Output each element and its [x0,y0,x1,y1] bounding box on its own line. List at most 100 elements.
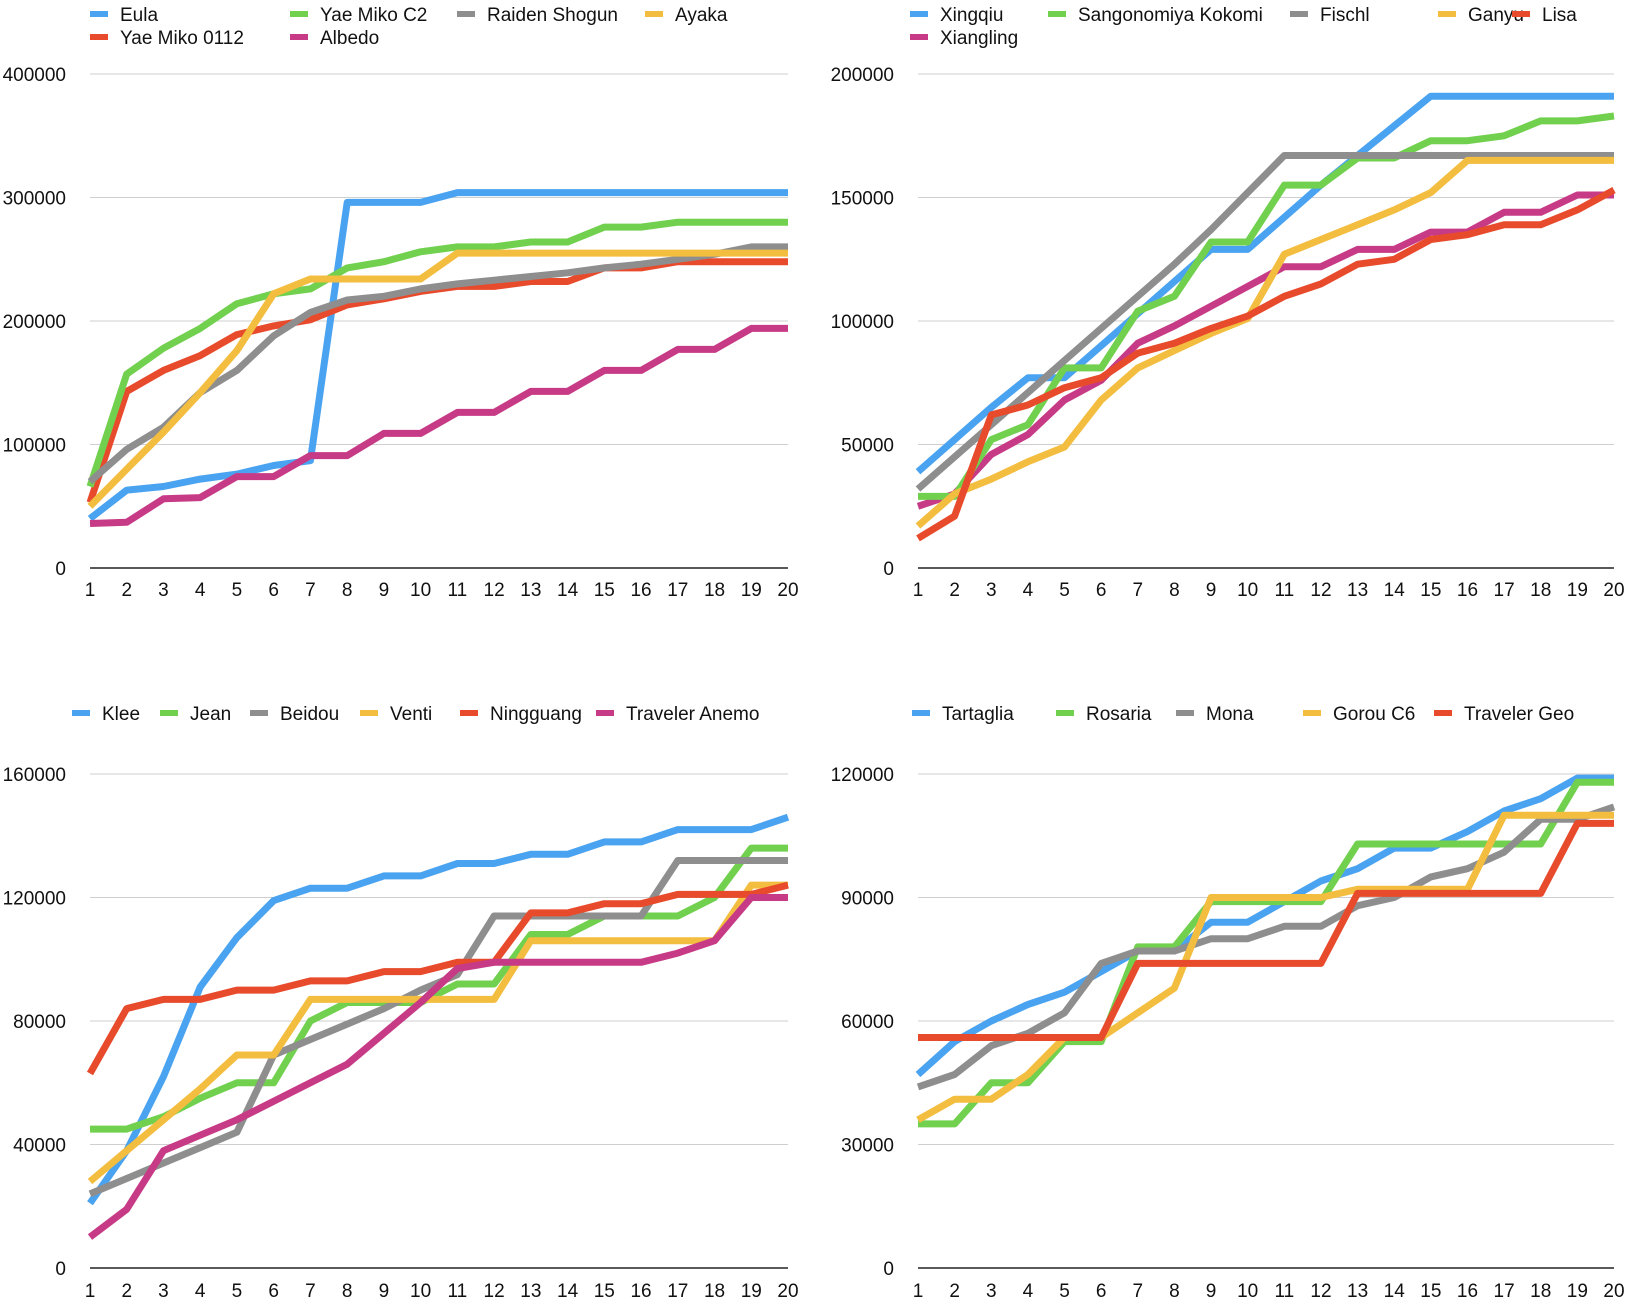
x-tick-label: 16 [1457,580,1478,601]
x-tick-label: 7 [305,1281,316,1300]
legend-item: Beidou [250,704,339,725]
legend-item: Eula [90,5,158,26]
legend-item: Sangonomiya Kokomi [1048,5,1263,26]
x-tick-label: 15 [1420,1281,1441,1300]
series-line-tartaglia [915,774,1614,1078]
x-tick-label: 8 [342,1281,353,1300]
series-line-ningguang [86,881,789,1076]
x-tick-label: 9 [379,580,390,601]
x-tick-label: 6 [268,580,279,601]
legend-label: Beidou [280,704,339,725]
x-tick-label: 2 [121,580,132,601]
legend-label: Yae Miko C2 [320,5,427,26]
y-tick-label: 300000 [3,189,66,210]
y-tick-label: 400000 [3,65,66,86]
legend-label: Traveler Geo [1464,704,1574,725]
series-line-ayaka [87,249,788,509]
y-tick-label: 50000 [841,436,894,457]
x-tick-label: 18 [704,580,725,601]
y-tick-label: 120000 [3,889,66,910]
x-tick-label: 8 [1169,1281,1180,1300]
series-line-traveler-anemo [87,894,788,1240]
x-tick-label: 2 [949,580,960,601]
y-tick-label: 0 [883,1259,894,1280]
legend-item: Jean [160,704,231,725]
series-line-venti [87,881,788,1185]
y-tick-label: 120000 [831,765,894,786]
x-tick-label: 19 [741,1281,762,1300]
y-tick-label: 100000 [3,436,66,457]
legend-item: Gorou C6 [1303,704,1415,725]
series-line-yae-miko-c2 [86,218,788,488]
x-tick-label: 3 [986,1281,997,1300]
x-tick-label: 3 [158,580,169,601]
legend-label: Klee [102,704,140,725]
x-tick-label: 3 [158,1281,169,1300]
x-tick-label: 7 [305,580,316,601]
x-tick-label: 17 [667,580,688,601]
x-tick-label: 11 [1274,580,1294,601]
x-tick-label: 5 [232,580,243,601]
y-tick-label: 160000 [3,765,66,786]
x-tick-label: 1 [85,1281,96,1300]
legend-label: Fischl [1320,5,1370,26]
legend-item: Fischl [1290,5,1370,26]
legend-item: Ningguang [460,704,582,725]
legend-label: Lisa [1542,5,1577,26]
legend-label: Tartaglia [942,704,1014,725]
legend-item: Rosaria [1056,704,1152,725]
x-tick-label: 9 [1206,1281,1217,1300]
y-tick-label: 200000 [3,312,66,333]
x-tick-label: 9 [1206,580,1217,601]
x-tick-label: 2 [949,1281,960,1300]
x-tick-label: 11 [448,580,468,601]
x-tick-label: 20 [1603,580,1624,601]
legend-label: Xingqiu [940,5,1003,26]
x-tick-label: 10 [1237,580,1258,601]
x-tick-label: 14 [557,1281,579,1300]
series-line-klee [87,813,790,1206]
x-tick-label: 15 [594,1281,615,1300]
series-line-rosaria [918,778,1614,1128]
x-tick-label: 4 [195,580,206,601]
x-tick-label: 5 [1059,1281,1070,1300]
x-tick-label: 12 [484,580,505,601]
legend-label: Raiden Shogun [487,5,618,26]
legend-label: Ningguang [490,704,582,725]
x-tick-label: 20 [777,1281,798,1300]
x-tick-label: 14 [1384,1281,1406,1300]
x-tick-label: 13 [1347,580,1368,601]
x-tick-label: 6 [1096,1281,1107,1300]
x-tick-label: 9 [379,1281,390,1300]
legend-item: Klee [72,704,140,725]
x-tick-label: 4 [1023,580,1034,601]
x-tick-label: 7 [1133,1281,1144,1300]
y-tick-label: 40000 [13,1136,66,1157]
legend-label: Xiangling [940,28,1018,49]
x-tick-label: 16 [630,1281,651,1300]
legend-label: Jean [190,704,231,725]
legend-item: Ganyu [1438,5,1524,26]
x-tick-label: 11 [448,1281,468,1300]
x-tick-label: 17 [1494,1281,1515,1300]
legend: Tartaglia Rosaria Mona Gorou C6 Traveler Geo [912,704,1574,725]
y-tick-label: 0 [55,559,66,580]
x-tick-label: 12 [484,1281,505,1300]
legend-item: Venti [360,704,432,725]
y-tick-label: 100000 [831,312,894,333]
legend-label: Venti [390,704,432,725]
legend-label: Ayaka [675,5,728,26]
series-line-mona [916,803,1616,1091]
legend-item: Mona [1176,704,1254,725]
x-tick-label: 8 [1169,580,1180,601]
legend-item: Traveler Geo [1434,704,1574,725]
x-tick-label: 14 [557,580,579,601]
series-line-traveler-geo [918,819,1614,1041]
series-line-xingqiu [915,92,1614,475]
x-tick-label: 3 [986,580,997,601]
x-tick-label: 6 [268,1281,279,1300]
legend: Xingqiu Sangonomiya Kokomi Fischl Ganyu Lisa… [910,5,1577,49]
